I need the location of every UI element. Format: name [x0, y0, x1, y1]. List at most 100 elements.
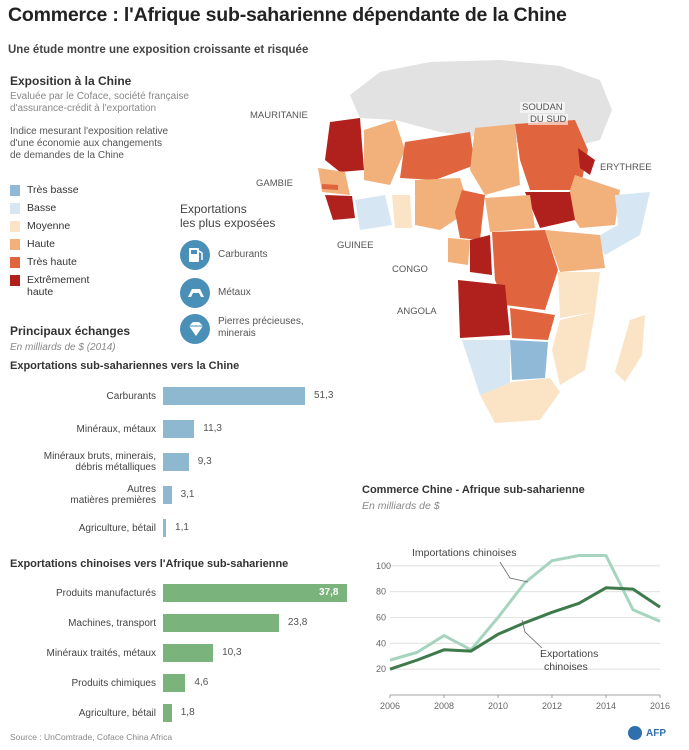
- y-tick-label: 80: [376, 587, 386, 597]
- country-label-angola: ANGOLA: [395, 306, 439, 317]
- bar-value-label: 51,3: [314, 390, 334, 401]
- bar: [163, 614, 279, 632]
- country-ethiopia: [565, 175, 620, 228]
- bar-value-label: 11,3: [203, 423, 222, 434]
- legend-swatch: [10, 275, 20, 286]
- exchanges-unit: En milliards de $ (2014): [10, 342, 116, 353]
- exposed-item-1-label: Carburants: [218, 249, 268, 260]
- country-uganda-kenya: [545, 230, 605, 272]
- bar-category-label-line: Minéraux traités, métaux: [46, 647, 157, 659]
- bar-category-label-line: Carburants: [106, 390, 156, 402]
- x-tick-label: 2012: [542, 701, 562, 711]
- legend-swatch: [10, 239, 20, 250]
- bar: [163, 674, 186, 692]
- bar: [163, 387, 305, 405]
- country-mozambique: [552, 312, 595, 385]
- country-tanzania: [558, 272, 600, 318]
- country-ivory-coast: [355, 195, 392, 230]
- country-cameroon: [455, 190, 485, 240]
- bar-category-label-line: débris métalliques: [75, 462, 156, 473]
- country-south-africa: [480, 378, 560, 423]
- country-zambia: [510, 308, 555, 340]
- series-line-0: [389, 554, 661, 662]
- legend-label: Très basse: [27, 184, 79, 196]
- country-label-soudan-sud: DU SUD: [528, 114, 569, 125]
- bar-category-label-line: matières premières: [70, 495, 156, 506]
- country-madagascar: [615, 315, 645, 382]
- bar-category-label: Carburants: [107, 391, 156, 402]
- legend-label: Très haute: [27, 256, 77, 268]
- x-tick-label: 2016: [650, 701, 670, 711]
- bar: [163, 644, 214, 662]
- bar: [163, 486, 172, 504]
- bar-category-label: Agriculture, bétail: [79, 708, 156, 719]
- bar: [163, 453, 189, 471]
- annotation-leader-imports: [499, 561, 529, 583]
- country-label-congo: CONGO: [390, 264, 430, 275]
- bar-value-label: 4,6: [194, 677, 209, 688]
- legend-label: Extrêmement: [27, 274, 90, 286]
- fuel-icon: [180, 240, 210, 270]
- country-guinea: [325, 195, 355, 220]
- bar: [163, 420, 195, 438]
- annotation-exports-1: Exportations: [540, 648, 598, 660]
- bar-category-label-line: Autres: [127, 484, 156, 495]
- annotation-imports: Importations chinoises: [412, 547, 516, 559]
- page-subtitle: Une étude montre une exposition croissan…: [8, 44, 309, 56]
- page-title: Commerce : l'Afrique sub-saharienne dépe…: [8, 4, 567, 26]
- country-gabon: [448, 238, 470, 265]
- country-namibia: [462, 340, 510, 395]
- bar-category-label: Machines, transport: [68, 618, 156, 629]
- bar-category-label: Minéraux, métaux: [77, 424, 156, 435]
- country-somalia: [595, 192, 650, 255]
- legend-swatch: [10, 185, 20, 196]
- bar-category-label: Autres matières premières: [70, 484, 156, 506]
- bar-chart-1-title: Exportations sub-sahariennes vers la Chi…: [10, 360, 240, 372]
- map-heading: Exposition à la Chine: [10, 74, 132, 88]
- x-tick-label: 2014: [596, 701, 616, 711]
- bar-value-label: 23,8: [287, 617, 308, 628]
- country-car: [485, 195, 535, 232]
- legend-label: Haute: [27, 238, 56, 250]
- x-tick-label: 2010: [488, 701, 508, 711]
- country-label-erythree: ERYTHREE: [598, 162, 654, 173]
- legend-swatch: [10, 203, 20, 214]
- country-gambia: [322, 184, 338, 190]
- legend-label: Basse: [27, 202, 57, 214]
- bar-value-label: 9,3: [197, 456, 212, 467]
- country-label-mauritanie: MAURITANIE: [248, 110, 310, 121]
- line-chart-title: Commerce Chine - Afrique sub-saharienne: [362, 484, 585, 496]
- country-mauritania: [325, 118, 364, 172]
- afp-logo-icon: [628, 726, 642, 740]
- credit: AFP: [646, 728, 666, 739]
- country-eritrea: [578, 148, 595, 175]
- bar-value-label: 37,8: [319, 587, 339, 598]
- bar-category-label: Produits manufacturés: [56, 588, 156, 599]
- bar-category-label-line: Produits manufacturés: [55, 587, 156, 599]
- line-chart: 20 40 60 80 100 2006 2008 2010 2012 2014 2016 Impor…: [376, 547, 670, 711]
- bar-category-label-line: Produits chimiques: [71, 677, 156, 689]
- map-note-2c: de demandes de la Chine: [10, 150, 124, 161]
- y-tick-label: 20: [376, 664, 386, 674]
- map-note-2: Indice mesurant l'exposition relative: [10, 126, 169, 137]
- bar-category-label-line: Agriculture, bétail: [78, 707, 156, 719]
- line-chart-subtitle: En milliards de $: [362, 500, 440, 512]
- country-south-sudan: [525, 192, 575, 228]
- country-mali: [364, 120, 405, 185]
- bar-category-label: Agriculture, bétail: [79, 523, 156, 534]
- annotation-exports-2: chinoises: [544, 661, 588, 673]
- country-niger: [400, 132, 475, 180]
- bar: [163, 704, 172, 722]
- country-angola: [458, 280, 510, 338]
- bar-category-label-line: Minéraux, métaux: [76, 423, 156, 435]
- country-ghana: [392, 195, 412, 228]
- bar: [163, 519, 167, 537]
- legend-swatch: [10, 257, 20, 268]
- y-tick-label: 60: [376, 613, 386, 623]
- country-chad: [470, 124, 520, 195]
- country-label-gambie: GAMBIE: [254, 178, 295, 189]
- country-label-guinee: GUINEE: [335, 240, 376, 251]
- bar-category-label: Minéraux bruts, minerais, débris métalliq…: [44, 451, 156, 473]
- country-botswana: [510, 340, 548, 380]
- bar-value-label: 10,3: [222, 647, 242, 658]
